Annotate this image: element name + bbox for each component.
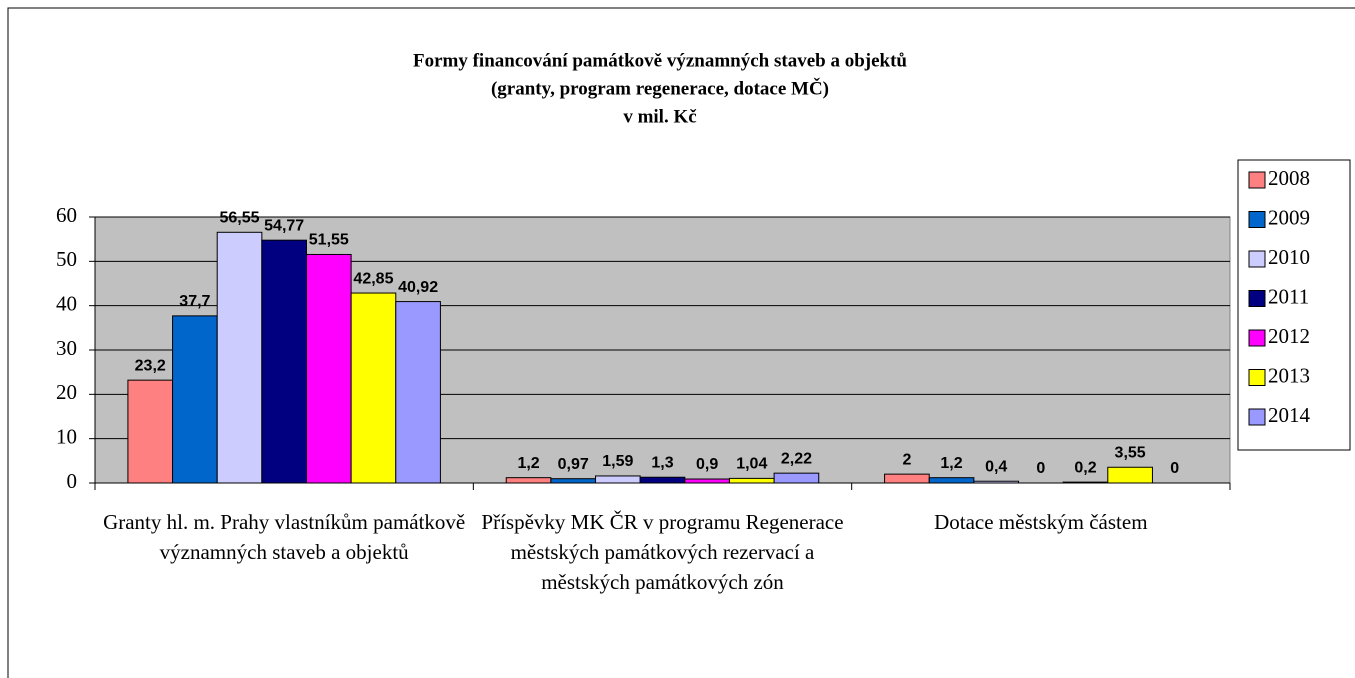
- bar: [684, 478, 730, 484]
- value-label: 0: [1036, 460, 1045, 477]
- y-tick-label: 30: [56, 336, 77, 360]
- value-label: 0,9: [696, 456, 718, 473]
- value-label: 3,55: [1115, 444, 1146, 461]
- bar: [595, 475, 641, 484]
- bar: [728, 477, 775, 484]
- bar: [973, 480, 1020, 484]
- legend-label: 2008: [1268, 166, 1310, 190]
- legend-swatch: [1248, 369, 1266, 386]
- bar: [216, 231, 263, 484]
- value-label: 54,77: [264, 217, 304, 234]
- legend-label: 2009: [1268, 205, 1310, 229]
- legend-label: 2014: [1268, 403, 1311, 427]
- value-label: 2: [902, 451, 911, 468]
- x-tick-label: Granty hl. m. Prahy vlastníkům památkově…: [103, 510, 466, 564]
- value-label: 1,04: [736, 456, 767, 473]
- value-label: 0,97: [558, 456, 589, 473]
- legend-label: 2010: [1268, 245, 1310, 269]
- value-label: 1,2: [940, 455, 962, 472]
- bar: [127, 379, 174, 484]
- legend-swatch: [1248, 250, 1266, 268]
- legend-label: 2013: [1268, 363, 1310, 387]
- bar: [928, 477, 975, 484]
- legend-label: 2012: [1268, 324, 1310, 348]
- legend-swatch: [1248, 408, 1266, 426]
- bar: [305, 253, 352, 484]
- bar: [773, 472, 820, 484]
- value-label: 51,55: [309, 232, 349, 249]
- y-tick-label: 20: [56, 380, 77, 404]
- value-label: 42,85: [353, 270, 393, 287]
- value-label: 0,2: [1074, 459, 1096, 476]
- value-label: 23,2: [135, 357, 166, 374]
- value-label: 56,55: [219, 210, 259, 227]
- legend-swatch: [1248, 290, 1266, 307]
- legend-swatch: [1248, 211, 1266, 228]
- bar: [884, 473, 930, 484]
- value-label: 1,59: [602, 453, 633, 470]
- legend-swatch: [1248, 329, 1266, 347]
- value-label: 1,2: [517, 455, 539, 472]
- value-label: 0,4: [985, 458, 1007, 475]
- legend-label: 2011: [1268, 284, 1309, 308]
- bar: [1062, 481, 1109, 484]
- y-tick-label: 10: [56, 424, 77, 448]
- value-label: 2,22: [781, 450, 812, 467]
- x-tick-label: Dotace městským částem: [934, 510, 1148, 534]
- bar: [505, 477, 552, 484]
- y-tick-label: 0: [67, 469, 78, 493]
- y-tick-label: 40: [56, 291, 77, 315]
- value-label: 0: [1170, 460, 1179, 477]
- bar: [395, 301, 441, 484]
- x-tick-label: Příspěvky MK ČR v programu Regenerace mě…: [481, 510, 844, 594]
- bar: [1107, 466, 1153, 484]
- bar: [639, 476, 686, 484]
- bar: [550, 478, 597, 484]
- bar: [350, 292, 397, 484]
- value-label: 1,3: [651, 454, 673, 471]
- legend-swatch: [1248, 171, 1266, 189]
- y-tick-label: 50: [56, 247, 77, 271]
- bar: [261, 239, 307, 484]
- value-label: 40,92: [398, 279, 438, 296]
- chart-title: v mil. Kč: [623, 106, 696, 127]
- chart-title: Formy financování památkově významných s…: [413, 50, 907, 71]
- y-tick-label: 60: [56, 203, 77, 227]
- value-label: 37,7: [179, 293, 210, 310]
- bar: [172, 315, 218, 484]
- chart-title: (granty, program regenerace, dotace MČ): [491, 77, 829, 99]
